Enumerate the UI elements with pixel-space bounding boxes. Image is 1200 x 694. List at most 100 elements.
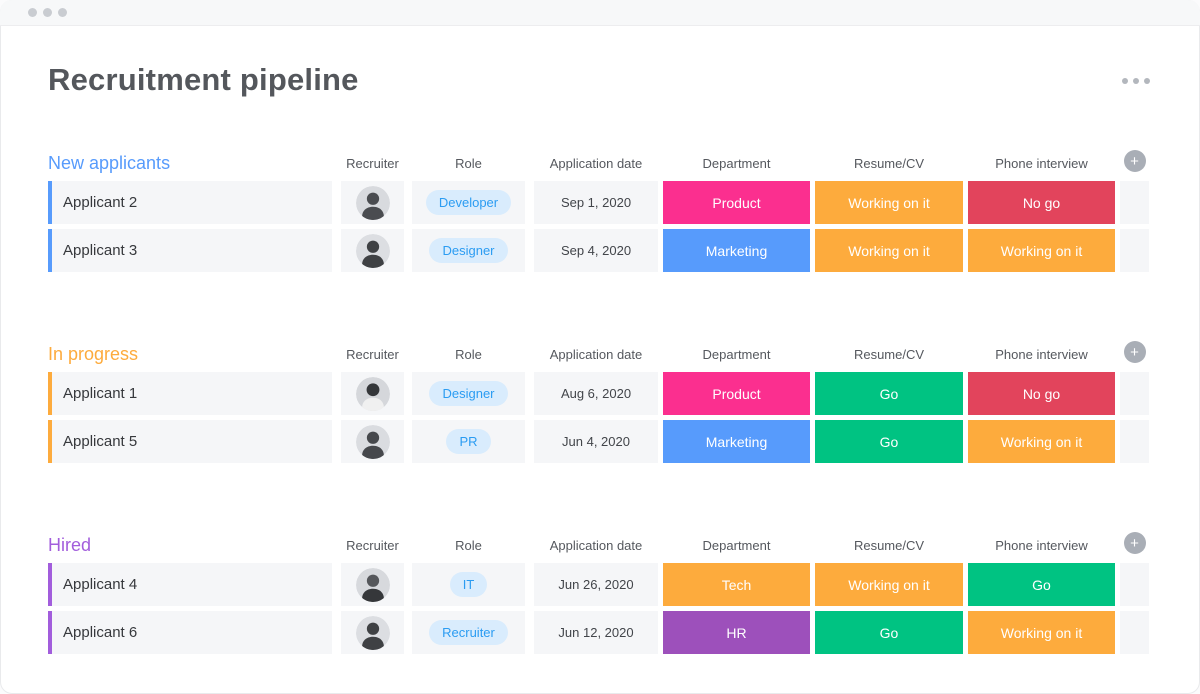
role-pill: PR [446,429,491,454]
role-cell[interactable]: Designer [412,229,525,272]
filler-cell [1120,611,1149,654]
phone-status-cell[interactable]: No go [968,181,1115,224]
recruiter-cell[interactable] [341,181,404,224]
recruiter-cell[interactable] [341,563,404,606]
department-status-cell[interactable]: Product [663,181,810,224]
filler-cell [1120,229,1149,272]
role-pill: Designer [429,238,508,263]
filler-cell [1120,181,1149,224]
group-in-progress: In progress Recruiter Role Application d… [48,335,1152,463]
phone-status-cell[interactable]: No go [968,372,1115,415]
resume-status-cell[interactable]: Go [815,611,963,654]
recruiter-cell[interactable] [341,611,404,654]
phone-status-cell[interactable]: Working on it [968,229,1115,272]
phone-status-cell[interactable]: Working on it [968,420,1115,463]
column-header-department[interactable]: Department [702,347,771,362]
department-status-cell[interactable]: Tech [663,563,810,606]
resume-status-cell[interactable]: Go [815,420,963,463]
column-header-application-date[interactable]: Application date [549,538,643,553]
table-row: Applicant 1 Designer Aug 6, 2020 Product… [48,372,1152,415]
application-date-cell[interactable]: Jun 4, 2020 [534,420,658,463]
applicant-name-cell[interactable]: Applicant 5 [48,420,332,463]
table-row: Applicant 6 Recruiter Jun 12, 2020 HR Go… [48,611,1152,654]
application-date-cell[interactable]: Jun 26, 2020 [534,563,658,606]
column-header-phone-interview[interactable]: Phone interview [995,347,1088,362]
table-row: Applicant 5 PR Jun 4, 2020 Marketing Go … [48,420,1152,463]
recruiter-avatar [355,615,390,650]
role-pill: IT [449,572,488,597]
role-cell[interactable]: IT [412,563,525,606]
column-header-application-date[interactable]: Application date [549,156,643,171]
window-controls[interactable] [28,8,67,17]
resume-status-cell[interactable]: Working on it [815,181,963,224]
column-header-role[interactable]: Role [455,538,482,553]
recruiter-cell[interactable] [341,229,404,272]
role-cell[interactable]: PR [412,420,525,463]
department-status-cell[interactable]: Product [663,372,810,415]
column-header-phone-interview[interactable]: Phone interview [995,156,1088,171]
role-pill: Designer [429,381,508,406]
role-cell[interactable]: Developer [412,181,525,224]
group-color-bar [48,181,52,224]
role-pill: Developer [425,190,512,215]
applicant-name: Applicant 2 [63,194,138,211]
add-column-wrap: + [1120,532,1149,556]
column-header-resume-cv[interactable]: Resume/CV [853,156,925,171]
applicant-name-cell[interactable]: Applicant 1 [48,372,332,415]
applicant-name-cell[interactable]: Applicant 4 [48,563,332,606]
role-cell[interactable]: Recruiter [412,611,525,654]
add-column-plus-icon[interactable]: + [1123,532,1146,554]
column-header-resume-cv[interactable]: Resume/CV [853,538,925,553]
recruiter-cell[interactable] [341,420,404,463]
application-date-cell[interactable]: Sep 1, 2020 [534,181,658,224]
recruiter-avatar [355,424,390,459]
applicant-name: Applicant 5 [63,433,138,450]
board-menu-ellipsis-icon[interactable] [1122,78,1150,84]
add-column-plus-icon[interactable]: + [1123,150,1146,172]
resume-status-cell[interactable]: Working on it [815,229,963,272]
applicant-name: Applicant 4 [63,576,138,593]
group-title[interactable]: New applicants [48,153,171,174]
recruiter-cell[interactable] [341,372,404,415]
department-status-cell[interactable]: Marketing [663,420,810,463]
resume-status-cell[interactable]: Go [815,372,963,415]
application-date-cell[interactable]: Aug 6, 2020 [534,372,658,415]
column-header-role[interactable]: Role [455,156,482,171]
column-header-recruiter[interactable]: Recruiter [346,156,399,171]
applicant-name-cell[interactable]: Applicant 2 [48,181,332,224]
recruiter-avatar [355,185,390,220]
window-dot-icon[interactable] [28,8,37,17]
group-title[interactable]: In progress [48,344,139,365]
add-column-plus-icon[interactable]: + [1123,341,1146,363]
department-status-cell[interactable]: HR [663,611,810,654]
applicant-name-cell[interactable]: Applicant 6 [48,611,332,654]
application-date-cell[interactable]: Sep 4, 2020 [534,229,658,272]
phone-status-cell[interactable]: Working on it [968,611,1115,654]
column-header-recruiter[interactable]: Recruiter [346,538,399,553]
column-header-application-date[interactable]: Application date [549,347,643,362]
window-dot-icon[interactable] [43,8,52,17]
phone-status-cell[interactable]: Go [968,563,1115,606]
applicant-name-cell[interactable]: Applicant 3 [48,229,332,272]
table-row: Applicant 3 Designer Sep 4, 2020 Marketi… [48,229,1152,272]
department-status-cell[interactable]: Marketing [663,229,810,272]
group-color-bar [48,372,52,415]
group-color-bar [48,563,52,606]
window-dot-icon[interactable] [58,8,67,17]
group-title[interactable]: Hired [48,535,92,556]
application-date-cell[interactable]: Jun 12, 2020 [534,611,658,654]
column-header-phone-interview[interactable]: Phone interview [995,538,1088,553]
column-header-resume-cv[interactable]: Resume/CV [853,347,925,362]
add-column-wrap: + [1120,150,1149,174]
group-new-applicants: New applicants Recruiter Role Applicatio… [48,144,1152,272]
applicant-name: Applicant 3 [63,242,138,259]
column-header-recruiter[interactable]: Recruiter [346,347,399,362]
resume-status-cell[interactable]: Working on it [815,563,963,606]
column-header-department[interactable]: Department [702,538,771,553]
role-cell[interactable]: Designer [412,372,525,415]
recruiter-avatar [355,233,390,268]
column-header-role[interactable]: Role [455,347,482,362]
applicant-name: Applicant 1 [63,385,138,402]
column-header-department[interactable]: Department [702,156,771,171]
